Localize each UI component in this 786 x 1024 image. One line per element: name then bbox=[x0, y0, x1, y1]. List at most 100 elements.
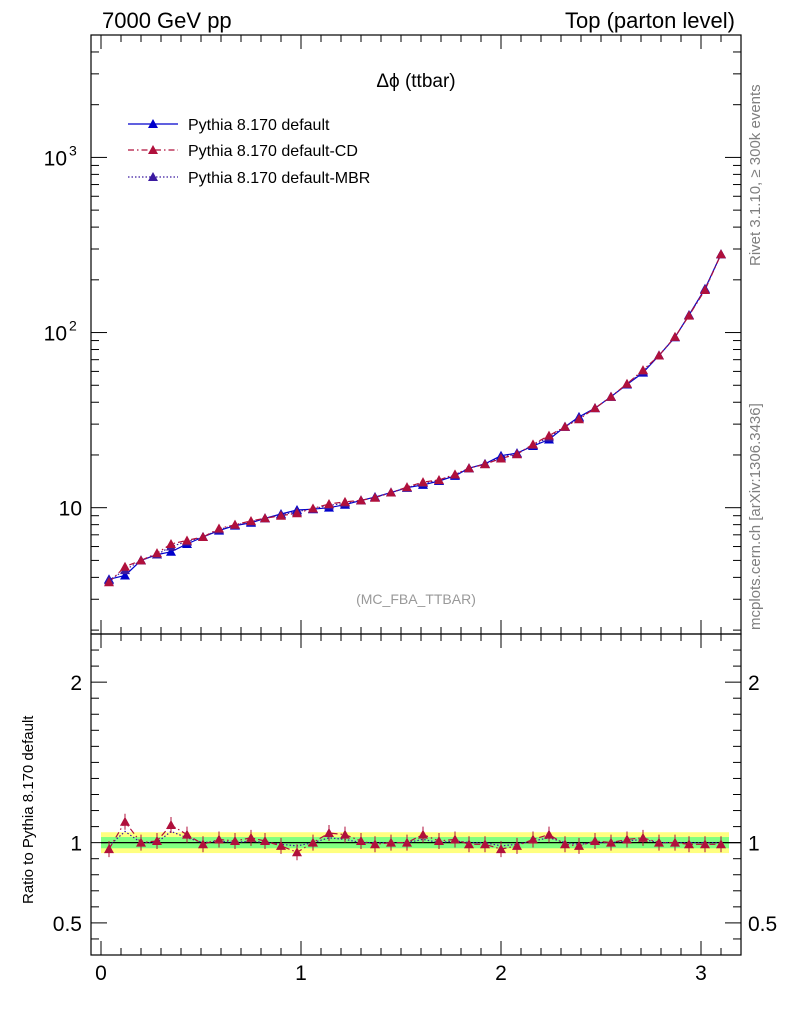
point-cd bbox=[324, 498, 334, 508]
point-cd bbox=[480, 459, 490, 469]
analysis-annotation: (MC_FBA_TTBAR) bbox=[356, 591, 476, 607]
ratio-y-tick-label-right: 0.5 bbox=[748, 913, 777, 936]
legend-label-mbr: Pythia 8.170 default-MBR bbox=[188, 170, 370, 187]
point-cd bbox=[246, 515, 256, 525]
ratio-line-cd bbox=[108, 820, 721, 853]
ratio-point-cd bbox=[152, 836, 162, 846]
point-cd bbox=[606, 391, 616, 401]
ratio-point-cd bbox=[246, 832, 256, 842]
ratio-point-cd bbox=[104, 844, 114, 854]
point-default bbox=[166, 546, 176, 556]
ratio-line-mbr bbox=[108, 830, 721, 847]
header-right: Top (parton level) bbox=[565, 8, 735, 33]
legend-marker-cd bbox=[148, 145, 158, 154]
ratio-point-cd bbox=[544, 829, 554, 839]
x-tick-label: 3 bbox=[695, 962, 707, 985]
point-cd bbox=[622, 378, 632, 388]
main-chart-title: Δϕ (ttbar) bbox=[376, 71, 455, 92]
legend-marker-mbr bbox=[148, 172, 158, 181]
legend-marker-default bbox=[148, 119, 158, 128]
point-cd bbox=[276, 510, 286, 520]
point-cd bbox=[560, 421, 570, 431]
point-cd bbox=[418, 477, 428, 487]
ratio-point-cd bbox=[480, 839, 490, 849]
point-cd bbox=[230, 519, 240, 529]
ratio-point-cd bbox=[166, 819, 176, 829]
ratio-point-cd bbox=[606, 837, 616, 847]
point-cd bbox=[104, 577, 114, 587]
ratio-point-cd bbox=[386, 837, 396, 847]
point-cd bbox=[544, 430, 554, 440]
ratio-point-cd bbox=[276, 840, 286, 850]
ratio-point-cd bbox=[136, 837, 146, 847]
ratio-point-cd bbox=[638, 832, 648, 842]
main-y-tick-label: 10 bbox=[44, 147, 67, 170]
main-y-tick-label: 10 bbox=[59, 498, 82, 521]
ratio-point-cd bbox=[590, 836, 600, 846]
point-cd bbox=[198, 532, 208, 542]
point-cd bbox=[292, 508, 302, 518]
x-tick-label: 0 bbox=[95, 962, 107, 985]
ratio-point-cd bbox=[402, 837, 412, 847]
legend-label-default: Pythia 8.170 default bbox=[188, 117, 330, 134]
ratio-point-cd bbox=[716, 839, 726, 849]
point-cd bbox=[654, 350, 664, 360]
legend-label-cd: Pythia 8.170 default-CD bbox=[188, 143, 358, 160]
main-y-tick-exponent: 3 bbox=[69, 142, 77, 158]
point-cd bbox=[512, 449, 522, 459]
point-cd bbox=[716, 249, 726, 259]
ratio-point-cd bbox=[260, 836, 270, 846]
ratio-y-tick-label-left: 0.5 bbox=[53, 913, 82, 936]
ratio-point-cd bbox=[528, 834, 538, 844]
ratio-point-cd bbox=[496, 844, 506, 854]
ratio-point-cd bbox=[292, 847, 302, 857]
ratio-point-cd bbox=[700, 839, 710, 849]
point-cd bbox=[260, 513, 270, 523]
ratio-point-cd bbox=[324, 828, 334, 838]
ratio-point-cd bbox=[512, 840, 522, 850]
point-cd bbox=[590, 403, 600, 413]
point-cd bbox=[308, 503, 318, 513]
ratio-point-cd bbox=[340, 829, 350, 839]
ratio-point-cd bbox=[214, 834, 224, 844]
ratio-point-cd bbox=[560, 839, 570, 849]
ratio-y-tick-label-left: 2 bbox=[70, 672, 82, 695]
ratio-point-cd bbox=[370, 839, 380, 849]
ratio-point-cd bbox=[434, 836, 444, 846]
ratio-point-cd bbox=[654, 837, 664, 847]
point-cd bbox=[340, 496, 350, 506]
point-cd bbox=[450, 469, 460, 479]
point-cd bbox=[684, 310, 694, 320]
point-cd bbox=[166, 539, 176, 549]
ratio-y-tick-label-right: 2 bbox=[748, 672, 760, 695]
ratio-point-cd bbox=[182, 829, 192, 839]
point-default bbox=[120, 570, 130, 580]
ratio-y-tick-label-left: 1 bbox=[70, 833, 82, 856]
point-cd bbox=[120, 561, 130, 571]
point-cd bbox=[370, 492, 380, 502]
x-tick-label: 1 bbox=[295, 962, 307, 985]
ratio-point-cd bbox=[308, 837, 318, 847]
header-left: 7000 GeV pp bbox=[102, 8, 232, 33]
ratio-y-tick-label-right: 1 bbox=[748, 833, 760, 856]
ratio-point-cd bbox=[120, 816, 130, 826]
point-cd bbox=[402, 482, 412, 492]
main-y-tick-exponent: 2 bbox=[69, 318, 77, 334]
point-cd bbox=[496, 453, 506, 463]
point-cd bbox=[670, 331, 680, 341]
ratio-point-cd bbox=[684, 839, 694, 849]
point-cd bbox=[638, 365, 648, 375]
point-cd bbox=[136, 555, 146, 565]
ratio-point-cd bbox=[198, 839, 208, 849]
ratio-point-cd bbox=[418, 829, 428, 839]
series-line-mbr bbox=[108, 253, 722, 581]
point-cd bbox=[214, 523, 224, 533]
point-cd bbox=[434, 474, 444, 484]
ratio-point-cd bbox=[450, 834, 460, 844]
point-cd bbox=[182, 535, 192, 545]
point-cd bbox=[700, 284, 710, 294]
ratio-point-cd bbox=[356, 836, 366, 846]
point-cd bbox=[386, 487, 396, 497]
x-tick-label: 2 bbox=[495, 962, 507, 985]
